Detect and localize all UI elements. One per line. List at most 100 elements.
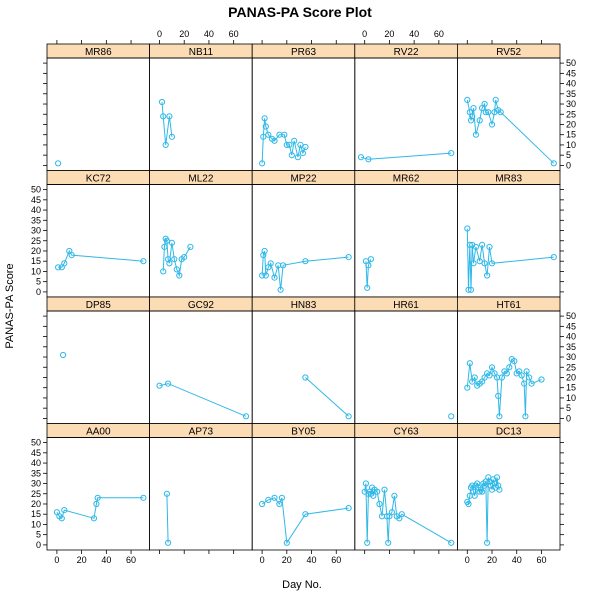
y-tick-label: 10 bbox=[31, 519, 41, 529]
data-point bbox=[168, 133, 175, 140]
panel-label: BY05 bbox=[291, 427, 316, 438]
data-point bbox=[496, 413, 503, 420]
data-point bbox=[466, 360, 473, 367]
panel-label: MP22 bbox=[290, 174, 317, 185]
data-point bbox=[68, 252, 75, 259]
x-tick-label: 0 bbox=[54, 555, 59, 565]
data-point bbox=[277, 286, 284, 293]
panel-frame bbox=[46, 57, 150, 171]
y-tick-label: 20 bbox=[566, 372, 576, 382]
y-tick-label: 10 bbox=[566, 393, 576, 403]
panel-label: AP73 bbox=[189, 427, 214, 438]
data-point bbox=[469, 482, 476, 489]
data-point bbox=[523, 368, 530, 375]
panel-gc92: GC92 bbox=[149, 296, 253, 424]
data-point bbox=[538, 376, 545, 383]
y-tick-label: 35 bbox=[566, 342, 576, 352]
y-tick-label: 15 bbox=[31, 509, 41, 519]
panel-label: DC13 bbox=[496, 427, 522, 438]
data-point bbox=[493, 474, 501, 481]
data-point bbox=[448, 413, 455, 420]
y-tick-label: 0 bbox=[566, 160, 571, 170]
data-point bbox=[497, 109, 504, 116]
x-tick-label: 60 bbox=[126, 555, 136, 565]
panel-label: KC72 bbox=[86, 174, 111, 185]
data-point bbox=[265, 496, 272, 503]
data-point bbox=[398, 511, 405, 518]
data-point bbox=[160, 113, 167, 120]
data-point bbox=[302, 143, 309, 151]
data-point bbox=[365, 262, 372, 269]
data-point bbox=[467, 117, 475, 124]
data-point bbox=[260, 252, 267, 259]
y-tick-label: 40 bbox=[566, 79, 576, 89]
panel-label: MR86 bbox=[85, 47, 112, 58]
x-tick-label: 20 bbox=[77, 555, 87, 565]
data-point bbox=[345, 505, 352, 512]
data-point bbox=[471, 374, 478, 381]
series-line bbox=[360, 152, 452, 160]
data-point bbox=[381, 486, 388, 493]
data-point bbox=[280, 262, 287, 269]
x-tick-label: 60 bbox=[229, 29, 239, 39]
panel-frame bbox=[354, 184, 458, 298]
data-point bbox=[261, 115, 268, 122]
panel-label: HT61 bbox=[496, 300, 521, 311]
panel-label: PR63 bbox=[291, 47, 316, 58]
x-tick-label: 0 bbox=[362, 29, 367, 39]
data-point bbox=[171, 256, 178, 263]
data-point bbox=[173, 266, 180, 273]
y-tick-label: 15 bbox=[566, 130, 576, 140]
data-point bbox=[162, 141, 169, 148]
panel-nb11: NB11 0 20 40 60 bbox=[149, 29, 253, 171]
panel-label: RV52 bbox=[496, 47, 521, 58]
panel-frame bbox=[251, 184, 356, 298]
series-line bbox=[261, 118, 306, 164]
data-point bbox=[260, 133, 267, 140]
data-point bbox=[522, 413, 529, 420]
data-point bbox=[365, 156, 372, 163]
data-point bbox=[470, 488, 477, 495]
data-point bbox=[370, 492, 377, 499]
data-point bbox=[495, 392, 502, 399]
panel-dp85: DP85 bbox=[43, 296, 150, 424]
y-tick-label: 25 bbox=[31, 236, 41, 246]
data-point bbox=[259, 160, 266, 167]
y-tick-label: 0 bbox=[36, 540, 41, 550]
data-point bbox=[158, 98, 166, 106]
data-point bbox=[364, 284, 371, 291]
series-line bbox=[364, 483, 452, 544]
data-point bbox=[495, 482, 502, 489]
x-tick-label: 20 bbox=[282, 555, 292, 565]
data-point bbox=[550, 160, 557, 167]
series-line bbox=[166, 493, 169, 543]
data-point bbox=[259, 500, 266, 508]
data-point bbox=[488, 121, 496, 128]
data-point bbox=[466, 241, 473, 248]
panel-label: HR61 bbox=[393, 300, 419, 311]
data-point bbox=[521, 380, 528, 387]
data-point bbox=[168, 239, 175, 246]
data-point bbox=[58, 515, 65, 522]
data-point bbox=[259, 272, 266, 279]
data-point bbox=[484, 272, 491, 279]
data-point bbox=[163, 490, 170, 497]
panel-mp22: MP22 bbox=[251, 170, 356, 298]
data-point bbox=[486, 243, 493, 250]
data-point bbox=[465, 500, 472, 508]
data-point bbox=[140, 494, 147, 501]
panel-mr83: MR83 bbox=[456, 170, 564, 298]
x-tick-label: 40 bbox=[204, 29, 214, 39]
data-point bbox=[476, 117, 483, 124]
data-point bbox=[484, 539, 491, 546]
y-tick-label: 45 bbox=[31, 195, 41, 205]
panel-dc13: DC13 0 20 40 60 bbox=[456, 423, 564, 565]
y-tick-label: 25 bbox=[31, 489, 41, 499]
panel-label: GC92 bbox=[188, 300, 215, 311]
chart-title: PANAS-PA Score Plot bbox=[228, 4, 372, 20]
y-tick-label: 5 bbox=[566, 150, 571, 160]
y-tick-label: 30 bbox=[566, 99, 576, 109]
